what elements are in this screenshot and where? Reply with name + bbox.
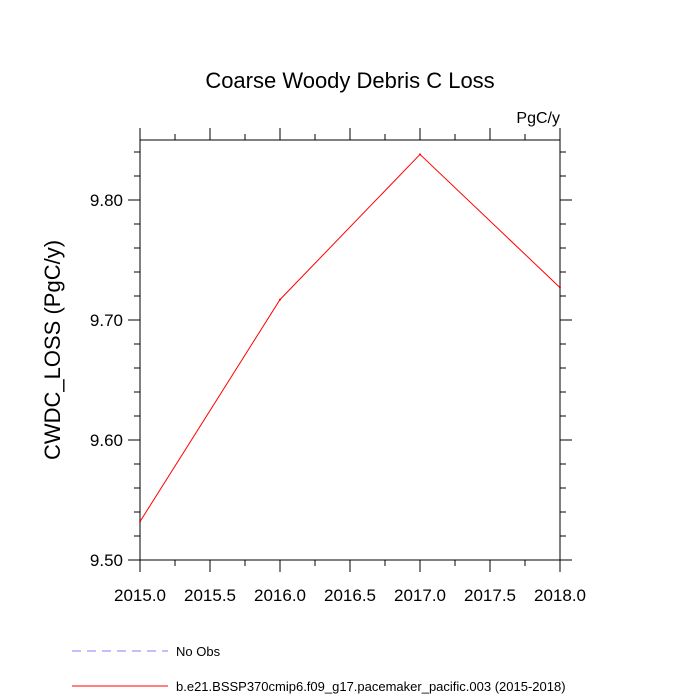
legend-label: b.e21.BSSP370cmip6.f09_g17.pacemaker_pac…	[176, 679, 566, 694]
data-point	[139, 520, 141, 523]
units-label: PgC/y	[516, 110, 560, 127]
y-tick-label: 9.60	[90, 431, 123, 450]
data-point	[279, 298, 281, 301]
data-point	[419, 153, 421, 156]
series-line-1	[139, 153, 561, 522]
x-tick-label: 2015.0	[114, 586, 166, 605]
data-point	[559, 286, 561, 289]
x-tick-label: 2018.0	[534, 586, 586, 605]
x-tick-label: 2017.0	[394, 586, 446, 605]
legend: No Obs b.e21.BSSP370cmip6.f09_g17.pacemak…	[72, 644, 566, 694]
legend-label: No Obs	[176, 644, 221, 659]
axis-ticks: 2015.0 2015.5 2016.0 2016.5 2017.0 2017.5 2018…	[90, 128, 586, 605]
x-tick-label: 2017.5	[464, 586, 516, 605]
y-axis-label: CWDC_LOSS (PgC/y)	[40, 240, 65, 460]
chart-title: Coarse Woody Debris C Loss	[205, 68, 494, 93]
y-tick-label: 9.70	[90, 311, 123, 330]
series-layer	[139, 153, 561, 523]
x-tick-label: 2016.0	[254, 586, 306, 605]
x-tick-label: 2015.5	[184, 586, 236, 605]
x-tick-label: 2016.5	[324, 586, 376, 605]
y-tick-label: 9.50	[90, 551, 123, 570]
y-tick-label: 9.80	[90, 191, 123, 210]
plot-frame	[139, 139, 561, 561]
